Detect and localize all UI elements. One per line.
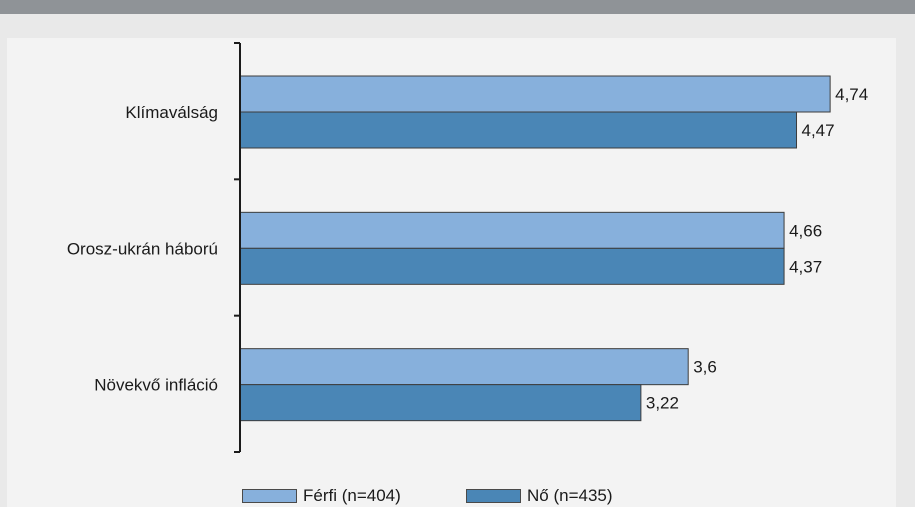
category-label-1: Orosz-ukrán háború bbox=[67, 239, 218, 258]
bar-ferfi-1 bbox=[239, 211, 785, 249]
bar-ferfi-0 bbox=[239, 75, 831, 113]
legend-label-no: Nő (n=435) bbox=[527, 486, 613, 505]
legend-swatch-no bbox=[466, 489, 521, 503]
category-label-0: Klímaválság bbox=[125, 103, 218, 122]
value-label-no-2: 3,22 bbox=[646, 394, 679, 413]
legend-item-no: Nő (n=435) bbox=[466, 485, 613, 507]
bar-no-0 bbox=[239, 111, 798, 149]
legend-swatch-ferfi bbox=[242, 489, 297, 503]
bar-no-1 bbox=[239, 247, 785, 285]
title-band bbox=[0, 0, 915, 14]
bar-ferfi-2 bbox=[239, 348, 689, 386]
value-label-ferfi-2: 3,6 bbox=[693, 358, 717, 377]
legend: Férfi (n=404) Nő (n=435) bbox=[0, 485, 915, 507]
bar-no-2 bbox=[239, 384, 642, 422]
legend-item-ferfi: Férfi (n=404) bbox=[242, 485, 401, 507]
legend-label-ferfi: Férfi (n=404) bbox=[303, 486, 401, 505]
value-label-ferfi-0: 4,74 bbox=[835, 85, 868, 104]
value-label-no-1: 4,37 bbox=[789, 257, 822, 276]
value-label-no-0: 4,47 bbox=[802, 121, 835, 140]
category-label-2: Növekvő infláció bbox=[94, 376, 218, 395]
value-label-ferfi-1: 4,66 bbox=[789, 221, 822, 240]
